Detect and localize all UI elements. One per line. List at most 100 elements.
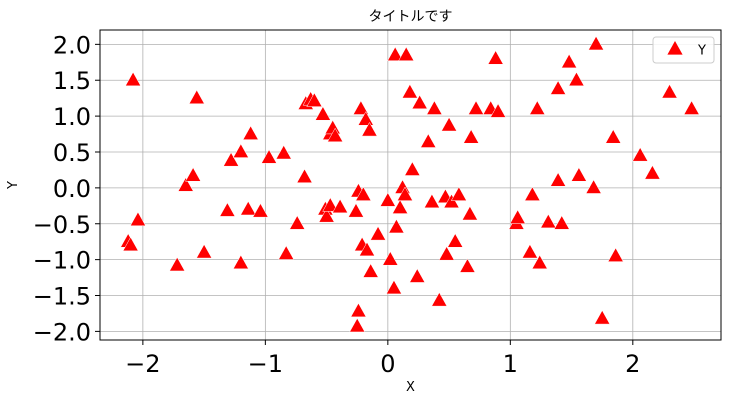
data-point-triangle <box>550 172 567 187</box>
data-point-triangle <box>232 143 249 158</box>
data-point-triangle <box>352 100 369 115</box>
data-point-triangle <box>396 186 414 201</box>
data-point-triangle <box>358 241 376 257</box>
data-point-triangle <box>129 211 146 227</box>
grid <box>100 30 721 340</box>
data-point-triangle <box>322 197 339 212</box>
data-point-triangle <box>490 103 507 118</box>
data-point-triangle <box>529 100 546 115</box>
data-point-triangle <box>431 292 448 307</box>
x-tick-label: 0 <box>380 350 395 378</box>
data-point-triangle <box>447 233 464 248</box>
y-axis-label: Y <box>6 181 21 190</box>
x-tick-label: −1 <box>248 350 283 378</box>
data-point-triangle <box>219 202 236 217</box>
data-point-triangle <box>275 144 292 160</box>
data-point-triangle <box>388 218 405 234</box>
y-tick-label: −1.5 <box>33 283 91 311</box>
x-tick-label: 1 <box>503 350 518 378</box>
y-tick-label: −2.0 <box>33 318 91 346</box>
data-point-triangle <box>588 35 605 51</box>
data-point-triangle <box>409 268 426 283</box>
data-point-triangle <box>349 317 366 333</box>
data-point-triangle <box>594 309 611 325</box>
data-point-triangle <box>240 200 257 216</box>
data-point-triangle <box>385 279 402 295</box>
data-point-triangle <box>487 50 504 65</box>
legend-box <box>652 36 715 64</box>
data-point-triangle <box>122 236 139 252</box>
data-point-triangle <box>423 193 440 209</box>
data-point-triangle <box>607 247 624 262</box>
data-point-triangle <box>524 186 541 201</box>
data-point-triangle <box>404 161 421 176</box>
data-point-triangle <box>661 83 678 99</box>
data-point-triangle <box>561 53 578 69</box>
data-point-triangle <box>261 149 278 164</box>
data-point-triangle <box>177 177 194 192</box>
data-point-triangle <box>461 205 478 221</box>
data-point-triangle <box>531 254 548 270</box>
data-point-triangle <box>605 129 622 144</box>
data-point-triangle <box>521 243 538 259</box>
plot-frame <box>99 29 722 341</box>
data-point-triangle <box>306 92 323 107</box>
data-point-triangle <box>314 106 331 121</box>
data-point-triangle <box>185 167 202 182</box>
data-point-triangle <box>362 263 379 278</box>
data-point-triangle <box>252 203 269 218</box>
data-point-triangle <box>289 215 306 230</box>
data-point-triangle <box>242 125 259 140</box>
y-tick-label: −0.5 <box>33 211 91 239</box>
data-point-triangle <box>332 198 349 214</box>
data-point-triangle <box>361 121 378 137</box>
data-point-triangle <box>169 256 186 272</box>
y-tick-label: 1.5 <box>53 67 91 95</box>
data-point-triangle <box>585 179 602 194</box>
y-axis-ticks: 2.0 1.5 1.0 0.5 0.0 −0.5 −1.0 −1.5 −2.0 <box>33 31 100 346</box>
data-point-triangle <box>540 213 557 229</box>
chart-title: タイトルです <box>369 9 453 25</box>
y-tick-label: 0.0 <box>53 175 91 203</box>
data-point-triangle <box>441 116 458 132</box>
data-point-triangle <box>357 111 374 126</box>
data-point-triangle <box>398 46 415 61</box>
data-point-triangle <box>443 193 460 209</box>
data-point-triangle <box>570 167 587 182</box>
data-point-triangle <box>296 168 313 183</box>
data-point-triangle <box>568 71 585 87</box>
x-axis-ticks: −2 −1 0 1 2 <box>125 340 640 378</box>
legend-marker-triangle-icon <box>667 41 683 55</box>
x-axis-label: X <box>406 380 415 395</box>
data-point-triangle <box>468 100 485 115</box>
data-point-triangle <box>125 71 142 87</box>
data-point-triangle <box>632 147 649 162</box>
data-points <box>120 35 700 333</box>
y-tick-label: 2.0 <box>53 31 91 59</box>
data-point-triangle <box>411 94 428 110</box>
data-point-triangle <box>509 209 526 224</box>
data-point-triangle <box>370 226 387 241</box>
data-point-triangle <box>644 165 661 180</box>
data-point-triangle <box>426 100 443 115</box>
data-point-triangle <box>347 203 365 218</box>
y-tick-label: 0.5 <box>53 139 91 167</box>
data-point-triangle <box>459 258 476 273</box>
data-point-triangle <box>553 215 570 230</box>
data-point-triangle <box>438 246 455 261</box>
data-point-triangle <box>450 186 467 201</box>
y-tick-label: −1.0 <box>33 247 91 275</box>
data-point-triangle <box>683 100 700 115</box>
data-point-triangle <box>382 251 399 266</box>
data-point-triangle <box>387 46 404 61</box>
data-point-triangle <box>355 186 372 201</box>
data-point-triangle <box>550 80 567 95</box>
y-tick-label: 1.0 <box>53 103 91 131</box>
data-point-triangle <box>188 89 205 105</box>
data-point-triangle <box>463 129 480 144</box>
data-point-triangle <box>318 208 335 223</box>
legend-label: Y <box>697 44 706 59</box>
data-point-triangle <box>232 254 249 270</box>
x-tick-label: −2 <box>125 350 160 378</box>
